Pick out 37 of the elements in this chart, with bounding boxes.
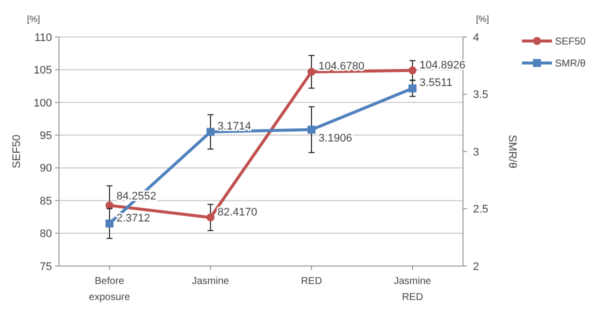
point	[308, 126, 316, 134]
text: [%]	[27, 14, 40, 24]
data-label: 104.6780	[318, 60, 364, 73]
data-label: 3.5511	[420, 77, 452, 90]
data-label: 82.4170	[218, 206, 258, 218]
x-tick-label: RED	[300, 276, 322, 287]
data-label: 2.3712	[116, 212, 150, 224]
x-tick-label: Before exposure	[88, 276, 131, 303]
legend-label: SMR/θ	[555, 58, 586, 70]
point	[206, 128, 214, 136]
point	[308, 68, 316, 76]
y-tick-label: 90	[40, 162, 52, 175]
y-tick-label: 95	[40, 130, 52, 142]
y2-tick-label: 4	[473, 32, 480, 44]
text: [%]	[476, 14, 490, 24]
y-tick-label: 80	[40, 228, 52, 240]
point	[106, 220, 114, 228]
point	[408, 84, 416, 92]
y2-tick-label: 3.5	[473, 89, 488, 102]
y-tick-label: 100	[34, 97, 52, 110]
y2-axis-title: SMR/θ	[506, 134, 518, 168]
y-axis-title: SEF50	[11, 134, 23, 168]
y2-tick-label: 2	[473, 260, 480, 273]
x-tick-label: Jasmine	[192, 276, 230, 287]
data-label: 3.1906	[318, 132, 352, 145]
y-tick-label: 75	[40, 260, 52, 273]
y2-tick-label: 3	[473, 146, 480, 158]
data-label: 104.8926	[420, 59, 466, 72]
y-tick-label: 85	[40, 195, 52, 208]
legend-label: SEF50	[555, 36, 586, 48]
point	[408, 66, 416, 74]
y2-tick-label: 2.5	[473, 204, 488, 216]
y-tick-label: 110	[34, 32, 52, 44]
point	[206, 213, 214, 222]
x-tick-label: Jasmine RED	[394, 276, 432, 303]
data-label: 3.1714	[218, 120, 252, 133]
y-tick-label: 105	[34, 64, 52, 77]
